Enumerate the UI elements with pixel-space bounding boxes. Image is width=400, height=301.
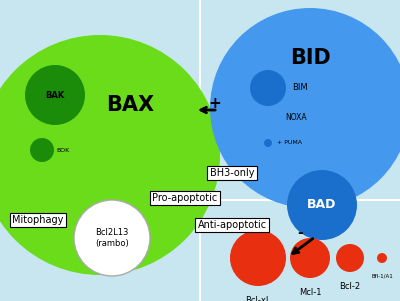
- Text: BIM: BIM: [292, 83, 308, 92]
- Circle shape: [257, 107, 279, 129]
- Text: NOXA: NOXA: [285, 113, 307, 123]
- Circle shape: [287, 170, 357, 240]
- Text: +: +: [209, 97, 221, 111]
- Circle shape: [30, 138, 54, 162]
- Circle shape: [290, 238, 330, 278]
- Circle shape: [377, 253, 387, 263]
- Text: + PUMA: + PUMA: [277, 141, 302, 145]
- Circle shape: [74, 200, 150, 276]
- Text: BID: BID: [290, 48, 330, 68]
- Text: Mitophagy: Mitophagy: [12, 215, 64, 225]
- Text: Bcl-2: Bcl-2: [340, 282, 360, 291]
- Circle shape: [25, 65, 85, 125]
- Text: BOK: BOK: [56, 147, 69, 153]
- Circle shape: [210, 8, 400, 208]
- Text: BAD: BAD: [307, 198, 337, 212]
- Text: Anti-apoptotic: Anti-apoptotic: [198, 220, 266, 230]
- Circle shape: [230, 230, 286, 286]
- Text: BAX: BAX: [106, 95, 154, 115]
- Circle shape: [250, 70, 286, 106]
- Text: Bcl-xL: Bcl-xL: [245, 296, 271, 301]
- Text: BAK: BAK: [45, 91, 65, 100]
- Text: Bcl2L13
(rambo): Bcl2L13 (rambo): [95, 228, 129, 248]
- Circle shape: [264, 139, 272, 147]
- Text: BH3-only: BH3-only: [210, 168, 254, 178]
- Text: Bfl-1/A1: Bfl-1/A1: [371, 273, 393, 278]
- Circle shape: [0, 35, 220, 275]
- Circle shape: [336, 244, 364, 272]
- Text: Mcl-1: Mcl-1: [299, 288, 321, 297]
- Text: Pro-apoptotic: Pro-apoptotic: [152, 193, 218, 203]
- Text: -: -: [297, 226, 303, 240]
